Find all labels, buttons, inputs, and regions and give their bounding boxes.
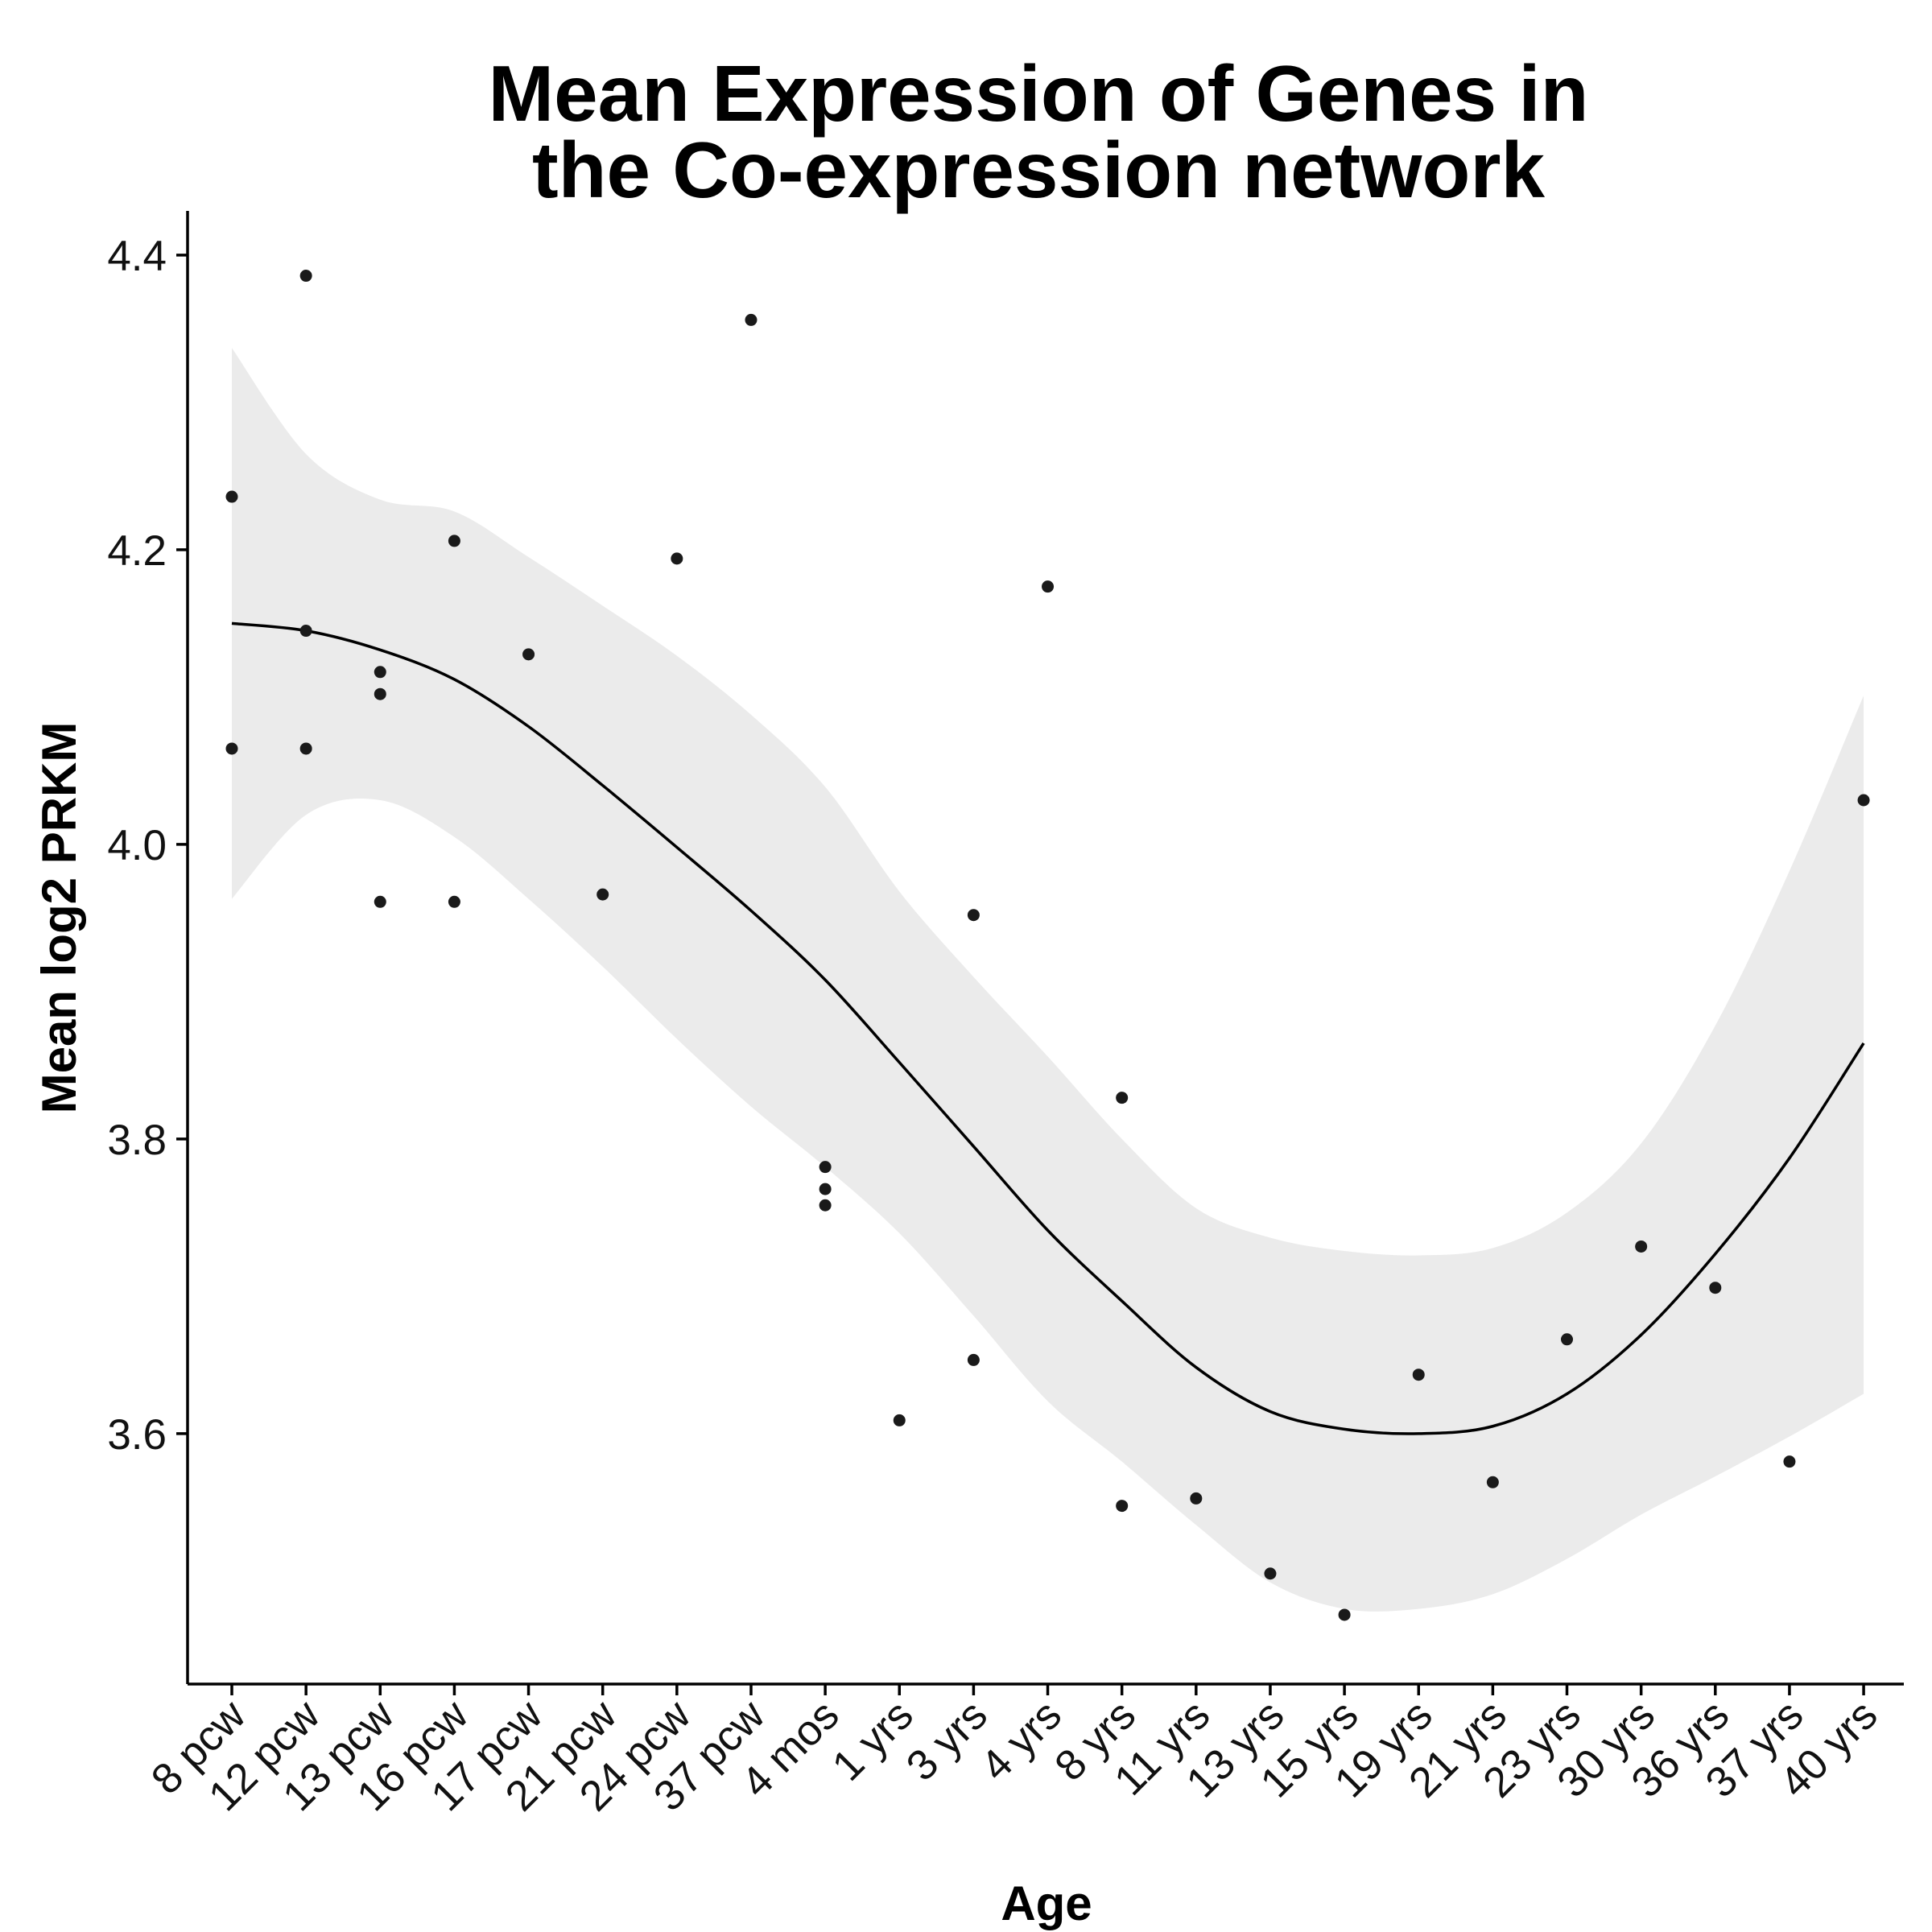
data-point-9 [448,895,460,908]
data-point-23 [1190,1492,1203,1505]
x-tick-label-9: 1 yrs [824,1691,923,1790]
data-point-20 [1042,580,1055,593]
data-point-2 [299,270,312,283]
data-point-28 [1561,1333,1574,1346]
y-tick-label-0: 3.6 [107,1411,167,1459]
data-point-11 [597,888,609,901]
y-axis-title: Mean log2 PRKM [32,722,86,1114]
data-point-25 [1338,1608,1351,1621]
data-point-12 [671,552,683,565]
data-point-4 [299,742,312,755]
data-point-3 [299,625,312,638]
x-tick-label-11: 4 yrs [972,1691,1071,1790]
data-point-14 [819,1161,832,1174]
data-point-7 [374,895,386,908]
data-point-32 [1857,794,1870,807]
data-point-26 [1412,1368,1425,1381]
data-point-21 [1116,1092,1129,1104]
data-point-10 [522,648,535,661]
x-tick-label-10: 3 yrs [898,1691,997,1790]
y-tick-label-1: 3.8 [107,1117,167,1164]
data-point-27 [1486,1476,1499,1488]
data-point-29 [1635,1240,1648,1253]
x-axis-title: Age [1001,1876,1092,1930]
data-point-15 [819,1183,832,1195]
chart-title-line-2: the Co-expression network [532,126,1545,214]
data-point-1 [225,742,238,755]
smooth-fit-line [231,621,1865,1435]
chart-title-line-1: Mean Expression of Genes in [489,49,1589,138]
plot-area [225,270,1870,1621]
data-point-0 [225,490,238,503]
y-axis-ticks: 3.6 3.8 4.0 4.2 4.4 [107,233,188,1459]
data-point-24 [1264,1567,1277,1580]
y-tick-label-4: 4.4 [107,233,167,280]
y-tick-label-3: 4.2 [107,527,167,575]
y-tick-label-2: 4.0 [107,822,167,869]
data-point-5 [374,666,386,679]
data-point-17 [893,1414,906,1426]
data-point-22 [1116,1500,1129,1513]
data-point-16 [819,1199,832,1212]
data-point-19 [967,1353,980,1366]
data-point-8 [448,535,460,547]
data-point-18 [967,909,980,922]
confidence-ribbon [232,348,1864,1612]
data-point-30 [1709,1282,1722,1294]
data-point-31 [1783,1455,1796,1468]
data-point-13 [745,313,758,326]
data-point-6 [374,687,386,700]
data-points [225,270,1870,1621]
